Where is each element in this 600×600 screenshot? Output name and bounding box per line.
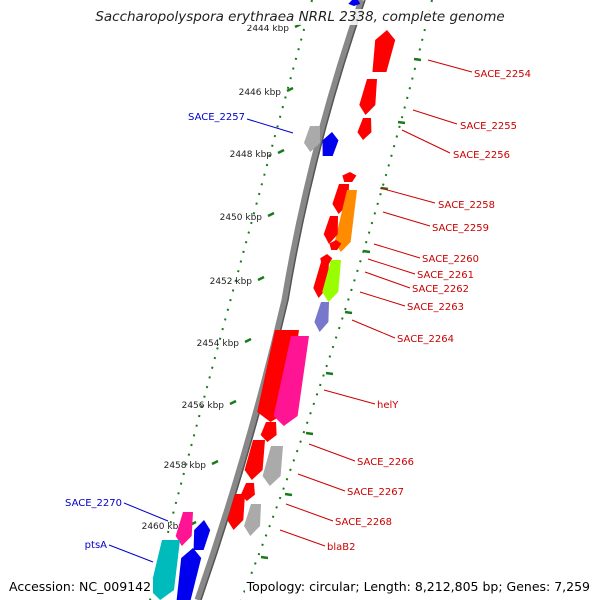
scale-tick xyxy=(286,86,294,93)
gene-label: SACE_2260 xyxy=(422,254,479,265)
scale-tick-label: 2458 kbp xyxy=(164,461,207,471)
gene-features xyxy=(150,0,396,600)
scale-tick-label: 2450 kbp xyxy=(220,213,263,223)
gene-sace-2253 xyxy=(348,0,361,6)
genome-backbone xyxy=(194,0,366,600)
gene-sace-2267 xyxy=(262,446,283,486)
scale-tick xyxy=(211,459,219,466)
outer-scale-tick xyxy=(397,120,406,125)
topology-text: Topology: circular; Length: 8,212,805 bp… xyxy=(244,579,592,594)
outer-scale-tick xyxy=(284,492,293,497)
inner-dotted-ring xyxy=(149,0,313,600)
accession-text: Accession: NC_009142 xyxy=(7,579,154,594)
label-connector xyxy=(382,211,431,227)
gene-label: helY xyxy=(377,400,399,411)
outer-scale-tick xyxy=(413,57,422,62)
gene-sace-2259 xyxy=(334,190,357,252)
label-connector xyxy=(401,129,451,154)
gene-label: SACE_2257 xyxy=(188,112,245,123)
gene-sace-2264-a xyxy=(314,302,329,332)
label-connector xyxy=(427,59,473,73)
label-connector xyxy=(246,118,294,134)
label-connector xyxy=(108,544,154,563)
label-connector xyxy=(364,271,411,289)
gene-sace-2260-b xyxy=(329,240,342,250)
gene-sace-2266 xyxy=(244,440,265,480)
scale-tick-label: 2456 kbp xyxy=(182,401,225,411)
label-connector xyxy=(285,503,334,522)
label-connector xyxy=(373,243,421,259)
scale-tick-label: 2446 kbp xyxy=(239,88,282,98)
gene-label: SACE_2267 xyxy=(347,487,404,498)
scale-tick-label: 2444 kbp xyxy=(247,24,290,34)
scale-tick-label: 2448 kbp xyxy=(230,150,273,160)
gene-label: SACE_2259 xyxy=(432,223,489,234)
gene-sace-2271 xyxy=(176,548,202,600)
outer-scale-tick xyxy=(325,371,334,376)
scale-tick xyxy=(277,148,285,155)
scale-tick xyxy=(244,337,252,344)
gene-label: blaB2 xyxy=(327,542,355,553)
scale-tick xyxy=(257,275,265,282)
scale-ticks: 2444 kbp 2446 kbp 2448 kbp 2450 kbp 2452 kbp… xyxy=(119,22,422,593)
gene-sace-2257 xyxy=(322,132,339,156)
gene-sace-2260 xyxy=(323,216,338,244)
outer-scale-tick xyxy=(362,249,371,254)
gene-sace-2263 xyxy=(322,260,341,302)
scale-tick-label: 2460 kbp xyxy=(142,522,185,532)
gene-ptsa xyxy=(150,540,180,600)
gene-sace-2258-a xyxy=(342,172,357,182)
gene-label: SACE_2258 xyxy=(438,200,495,211)
gene-label: SACE_2263 xyxy=(407,302,464,313)
scale-tick xyxy=(267,211,275,218)
label-connector xyxy=(367,258,416,275)
label-connector xyxy=(123,502,169,522)
label-connector xyxy=(412,109,458,125)
gene-blab2 xyxy=(244,504,261,536)
outer-scale-tick xyxy=(305,431,314,436)
gene-sace-2257-a xyxy=(303,126,320,152)
label-connector xyxy=(351,319,396,339)
gene-label: SACE_2254 xyxy=(474,69,531,80)
outer-scale-tick xyxy=(260,555,269,560)
gene-sace-2265 xyxy=(260,422,277,442)
label-connector xyxy=(297,473,346,492)
gene-label: SACE_2262 xyxy=(412,284,469,295)
gene-label: SACE_2264 xyxy=(397,334,454,345)
scale-tick xyxy=(229,399,237,406)
gene-sace-2268 xyxy=(227,494,245,530)
label-connector xyxy=(323,389,376,405)
gene-label: SACE_2266 xyxy=(357,457,414,468)
gene-label: SACE_2255 xyxy=(460,121,517,132)
gene-label: SACE_2270 xyxy=(65,498,122,509)
gene-sace-2255 xyxy=(359,79,377,115)
map-title: Saccharopolyspora erythraea NRRL 2338, c… xyxy=(0,9,600,25)
gene-hely xyxy=(273,336,309,426)
gene-label: SACE_2261 xyxy=(417,270,474,281)
scale-tick-label: 2452 kbp xyxy=(210,277,253,287)
label-connector xyxy=(279,529,326,547)
label-connector xyxy=(379,187,436,204)
scale-tick-label: 2454 kbp xyxy=(197,339,240,349)
gene-labels: SACE_2254 SACE_2255 SACE_2256 SACE_2258 SACE… xyxy=(65,59,531,563)
gene-sace-2270 xyxy=(175,512,193,546)
gene-label: SACE_2256 xyxy=(453,150,510,161)
label-connector xyxy=(359,291,406,307)
gene-sace-2254 xyxy=(372,30,396,72)
outer-dotted-ring xyxy=(240,0,433,600)
outer-scale-tick xyxy=(344,310,353,315)
gene-label: SACE_2268 xyxy=(335,517,392,528)
gene-label: ptsA xyxy=(85,540,107,551)
gene-sace-2270-b xyxy=(193,520,211,550)
gene-sace-2256 xyxy=(357,118,372,140)
label-connector xyxy=(308,443,356,462)
